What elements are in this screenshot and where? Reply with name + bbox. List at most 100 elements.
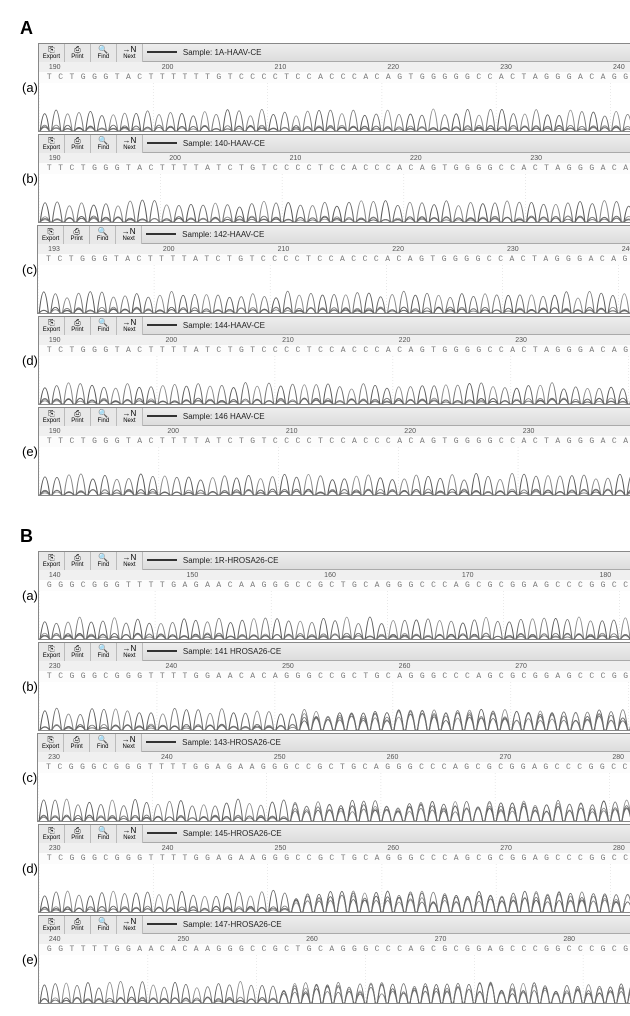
print-icon: ⎙ <box>74 918 80 926</box>
print-button[interactable]: ⎙Print <box>65 825 91 843</box>
export-button[interactable]: ⎘Export <box>39 135 65 153</box>
find-button-label: Find <box>98 145 110 151</box>
section-label-B: B <box>20 526 610 547</box>
print-button[interactable]: ⎙Print <box>65 317 91 335</box>
find-button[interactable]: 🔍Find <box>90 226 116 244</box>
position-ruler: 230240250260270280290 <box>39 843 630 853</box>
sequence-text: TCGGGCGGGTTTTGGAGAAGGGCCGCTGCAGGGCCCAGCG… <box>38 762 630 773</box>
next-button-label: Next <box>123 145 135 151</box>
trace-plot <box>39 447 630 495</box>
toolbar: ⎘Export⎙Print🔍Find→NNextSample: 1A-HAAV-… <box>39 44 630 62</box>
next-button[interactable]: →NNext <box>117 44 143 62</box>
find-button[interactable]: 🔍Find <box>91 916 117 934</box>
find-button-label: Find <box>97 744 109 750</box>
find-button[interactable]: 🔍Find <box>91 408 117 426</box>
print-button[interactable]: ⎙Print <box>65 44 91 62</box>
next-button[interactable]: →NNext <box>117 643 143 661</box>
trace-plot <box>39 83 630 131</box>
find-button[interactable]: 🔍Find <box>91 552 117 570</box>
export-button[interactable]: ⎘Export <box>38 734 64 752</box>
panel-wrap: (b)⎘Export⎙Print🔍Find→NNextSample: 140-H… <box>20 134 610 223</box>
next-icon: →N <box>122 736 136 744</box>
next-button-label: Next <box>123 54 135 60</box>
row-label: (e) <box>20 952 38 967</box>
export-button-label: Export <box>42 236 59 242</box>
find-button[interactable]: 🔍Find <box>91 317 117 335</box>
next-icon: →N <box>123 918 137 926</box>
row-label: (d) <box>20 353 38 368</box>
toolbar: ⎘Export⎙Print🔍Find→NNextSample: 141 HROS… <box>39 643 630 661</box>
ruler-tick: 180 <box>599 572 611 579</box>
row-label: (d) <box>20 861 38 876</box>
export-icon: ⎘ <box>47 228 53 236</box>
series-line-icon <box>147 559 177 563</box>
print-button-label: Print <box>71 562 83 568</box>
row-label: (b) <box>20 171 38 186</box>
print-icon: ⎙ <box>74 46 80 54</box>
next-button-label: Next <box>123 236 135 242</box>
ruler-tick: 210 <box>278 246 290 253</box>
chromatogram-panel: ⎘Export⎙Print🔍Find→NNextSample: 140-HAAV… <box>38 134 630 223</box>
position-ruler: 190200210220230240250 <box>39 426 630 436</box>
export-button[interactable]: ⎘Export <box>39 44 65 62</box>
next-button[interactable]: →NNext <box>117 135 143 153</box>
export-button-label: Export <box>43 653 60 659</box>
print-button[interactable]: ⎙Print <box>64 226 90 244</box>
row-label: (c) <box>20 770 37 785</box>
find-icon: 🔍 <box>98 554 108 562</box>
next-button[interactable]: →NNext <box>117 825 143 843</box>
export-button[interactable]: ⎘Export <box>39 408 65 426</box>
next-button-label: Next <box>123 835 135 841</box>
export-button[interactable]: ⎘Export <box>39 916 65 934</box>
ruler-tick: 170 <box>462 572 474 579</box>
ruler-tick: 193 <box>48 246 60 253</box>
export-button[interactable]: ⎘Export <box>39 825 65 843</box>
print-button[interactable]: ⎙Print <box>65 916 91 934</box>
panel-wrap: (a)⎘Export⎙Print🔍Find→NNextSample: 1A-HA… <box>20 43 610 132</box>
print-button[interactable]: ⎙Print <box>65 552 91 570</box>
ruler-tick: 230 <box>523 428 535 435</box>
export-button-label: Export <box>43 145 60 151</box>
print-button[interactable]: ⎙Print <box>65 643 91 661</box>
export-button[interactable]: ⎘Export <box>38 226 64 244</box>
next-button[interactable]: →NNext <box>117 916 143 934</box>
sample-label: Sample: 145-HROSA26-CE <box>183 829 282 838</box>
find-button[interactable]: 🔍Find <box>91 825 117 843</box>
print-button-label: Print <box>71 54 83 60</box>
toolbar: ⎘Export⎙Print🔍Find→NNextSample: 140-HAAV… <box>39 135 630 153</box>
print-button[interactable]: ⎙Print <box>65 408 91 426</box>
export-button-label: Export <box>43 835 60 841</box>
print-icon: ⎙ <box>74 137 80 145</box>
row-label: (b) <box>20 679 38 694</box>
find-button[interactable]: 🔍Find <box>91 643 117 661</box>
toolbar: ⎘Export⎙Print🔍Find→NNextSample: 146 HAAV… <box>39 408 630 426</box>
position-ruler: 240250260270280290 <box>39 934 630 944</box>
print-button[interactable]: ⎙Print <box>64 734 90 752</box>
row-label: (e) <box>20 444 38 459</box>
export-button[interactable]: ⎘Export <box>39 643 65 661</box>
trace-plot <box>38 773 630 821</box>
ruler-tick: 230 <box>500 64 512 71</box>
ruler-tick: 240 <box>622 246 630 253</box>
find-button[interactable]: 🔍Find <box>91 135 117 153</box>
find-button[interactable]: 🔍Find <box>90 734 116 752</box>
next-button[interactable]: →NNext <box>116 734 142 752</box>
next-button[interactable]: →NNext <box>117 552 143 570</box>
panel-wrap: (d)⎘Export⎙Print🔍Find→NNextSample: 144-H… <box>20 316 610 405</box>
export-button-label: Export <box>43 418 60 424</box>
next-button[interactable]: →NNext <box>117 317 143 335</box>
sequence-text: TTCTGGGTACTTTTATCTGTCCCCTCCACCCACAGTGGGG… <box>39 163 630 174</box>
series-line-icon <box>147 832 177 836</box>
export-button[interactable]: ⎘Export <box>39 317 65 335</box>
export-button[interactable]: ⎘Export <box>39 552 65 570</box>
export-icon: ⎘ <box>48 137 54 145</box>
row-label: (a) <box>20 588 38 603</box>
find-button[interactable]: 🔍Find <box>91 44 117 62</box>
toolbar: ⎘Export⎙Print🔍Find→NNextSample: 1R-HROSA… <box>39 552 630 570</box>
ruler-tick: 260 <box>387 845 399 852</box>
next-button[interactable]: →NNext <box>117 408 143 426</box>
chromatogram-panel: ⎘Export⎙Print🔍Find→NNextSample: 147-HROS… <box>38 915 630 1004</box>
next-button[interactable]: →NNext <box>116 226 142 244</box>
ruler-tick: 190 <box>49 428 61 435</box>
print-button[interactable]: ⎙Print <box>65 135 91 153</box>
